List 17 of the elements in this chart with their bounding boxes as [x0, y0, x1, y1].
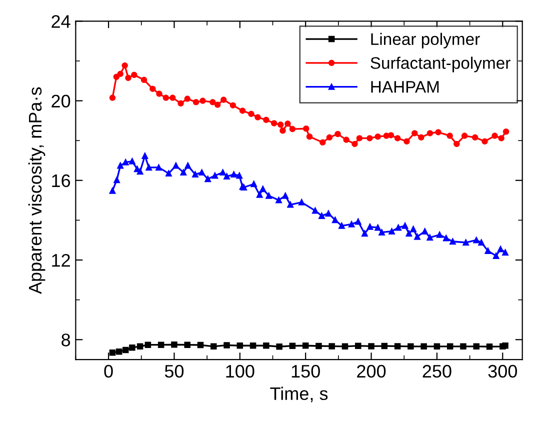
- x-tick-label: 300: [488, 364, 517, 378]
- x-tick-label: 50: [164, 364, 184, 378]
- y-tick-label: 16: [52, 174, 70, 188]
- x-axis-title: Time, s: [270, 386, 328, 402]
- y-tick-label: 8: [62, 334, 70, 346]
- legend-label: Surfactant-polymer: [370, 56, 510, 72]
- y-axis-title: Apparent viscosity, mPa·s: [28, 87, 46, 294]
- y-tick-label: 24: [52, 15, 70, 28]
- x-tick-label: 200: [357, 364, 386, 378]
- x-tick-label: 0: [104, 364, 113, 378]
- legend-label: HAHPAM: [371, 81, 439, 93]
- y-tick-label: 12: [52, 254, 70, 267]
- x-tick-label: 100: [226, 364, 254, 378]
- y-tick-label: 20: [52, 94, 70, 108]
- legend-label: Linear polymer: [371, 32, 480, 48]
- x-tick-label: 250: [422, 364, 452, 378]
- x-tick-label: 150: [292, 364, 320, 378]
